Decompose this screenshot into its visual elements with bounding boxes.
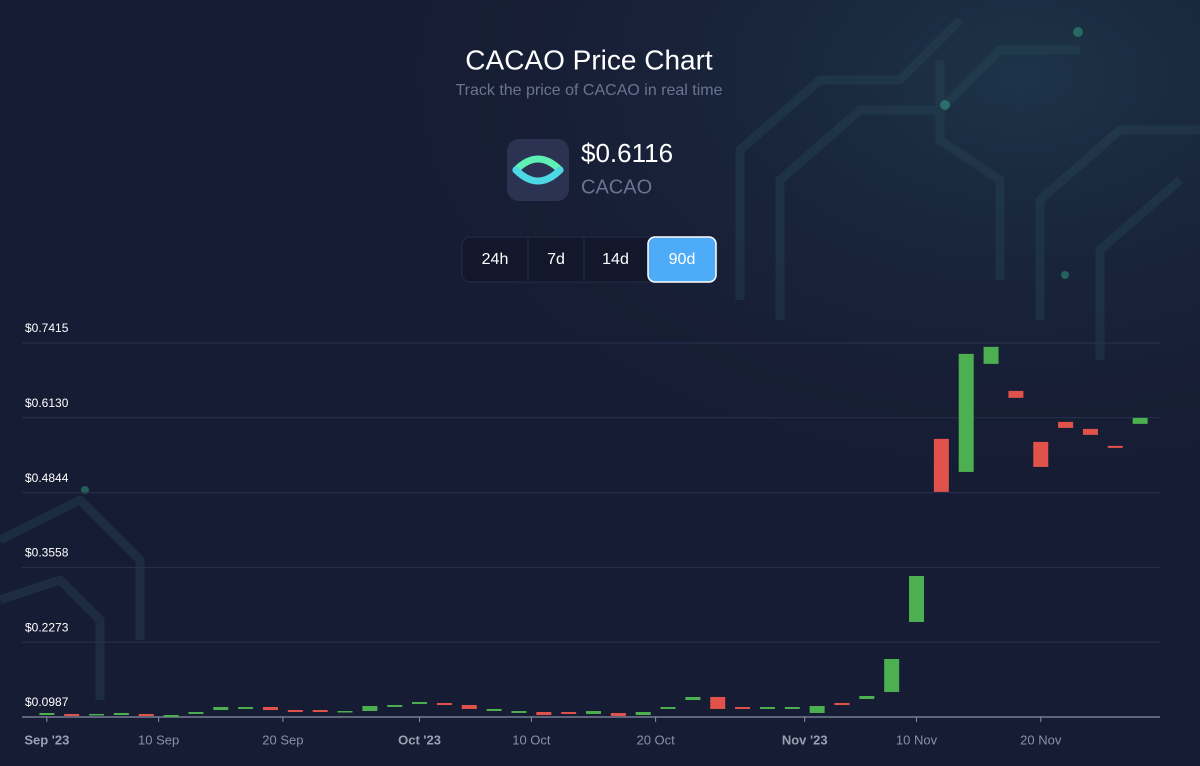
- candle-body: [809, 706, 825, 713]
- candle-body: [909, 575, 925, 622]
- candle-body: [834, 702, 850, 706]
- token-price: $0.6116: [581, 138, 673, 168]
- y-tick-label: $0.0987: [25, 695, 69, 709]
- y-tick-label: $0.7415: [25, 321, 69, 335]
- x-tick-label: 10 Oct: [512, 732, 551, 747]
- candle-body: [1008, 390, 1024, 398]
- candle-body: [163, 715, 179, 717]
- candle-body: [1107, 445, 1123, 448]
- candle-body: [188, 711, 204, 714]
- candle-body: [933, 438, 949, 492]
- candle-body: [1033, 441, 1049, 467]
- candle-body: [983, 346, 999, 364]
- price-chart: $0.0987 $0.2273 $0.3558 $0.4844 $0.6130 $0.74…: [22, 321, 1160, 747]
- candle-body: [113, 712, 129, 716]
- x-tick-label: Sep '23: [24, 732, 69, 747]
- time-range-tabs: 24h 7d 14d 90d: [461, 236, 718, 283]
- candle-body: [759, 706, 775, 709]
- tab-active-bg: [647, 236, 717, 283]
- candle-body: [39, 712, 55, 716]
- candle-body: [635, 711, 651, 716]
- candle-body: [735, 706, 751, 709]
- candle-body: [1058, 421, 1074, 428]
- candle-body: [262, 706, 278, 711]
- candle-body: [238, 706, 254, 709]
- candle-body: [660, 706, 676, 709]
- time-range-tab[interactable]: 14d: [602, 251, 629, 268]
- x-tick-label: 20 Sep: [262, 732, 303, 747]
- x-tick-label: 20 Oct: [636, 732, 675, 747]
- candle-body: [710, 696, 726, 709]
- token-logo: [507, 139, 569, 201]
- circuit-dots: [81, 27, 1083, 494]
- candle-body: [561, 711, 577, 714]
- candle-body: [610, 712, 626, 717]
- candle-body: [1082, 428, 1098, 435]
- candle-body: [784, 706, 800, 709]
- x-tick-label: 20 Nov: [1020, 732, 1062, 747]
- token-symbol: CACAO: [581, 176, 652, 198]
- candle-body: [138, 713, 154, 717]
- candle-body: [64, 713, 80, 717]
- x-tick-label: Oct '23: [398, 732, 441, 747]
- time-range-tab[interactable]: 24h: [482, 251, 509, 268]
- y-tick-label: $0.6130: [25, 396, 69, 410]
- candle-body: [436, 702, 452, 706]
- page-title: CACAO Price Chart: [465, 44, 713, 75]
- candle-body: [312, 710, 328, 712]
- y-tick-label: $0.2273: [25, 620, 69, 634]
- x-tick-label: 10 Sep: [138, 732, 179, 747]
- candle-body: [412, 701, 428, 704]
- time-range-tab[interactable]: 7d: [547, 251, 565, 268]
- candle-body: [387, 705, 403, 707]
- candle-body: [884, 658, 900, 692]
- y-tick-label: $0.3558: [25, 546, 69, 560]
- page-subtitle: Track the price of CACAO in real time: [455, 82, 722, 99]
- candle-body: [486, 708, 502, 712]
- candle-body: [1132, 417, 1148, 424]
- candle-body: [586, 711, 601, 714]
- candle-body: [859, 695, 875, 700]
- y-tick-label: $0.4844: [25, 471, 69, 485]
- candle-body: [362, 706, 378, 712]
- candle-body: [89, 713, 105, 716]
- circuit-pattern: [0, 16, 1200, 700]
- time-range-tab[interactable]: 90d: [669, 251, 696, 268]
- candle-body: [287, 710, 303, 712]
- candle-body: [511, 711, 527, 713]
- candle-body: [536, 711, 552, 716]
- x-tick-label: 10 Nov: [896, 732, 938, 747]
- candle-body: [213, 706, 229, 711]
- x-tick-label: Nov '23: [782, 732, 828, 747]
- candle-body: [337, 711, 353, 713]
- candle-body: [685, 696, 701, 701]
- candle-body: [461, 705, 477, 709]
- candle-body: [958, 353, 974, 472]
